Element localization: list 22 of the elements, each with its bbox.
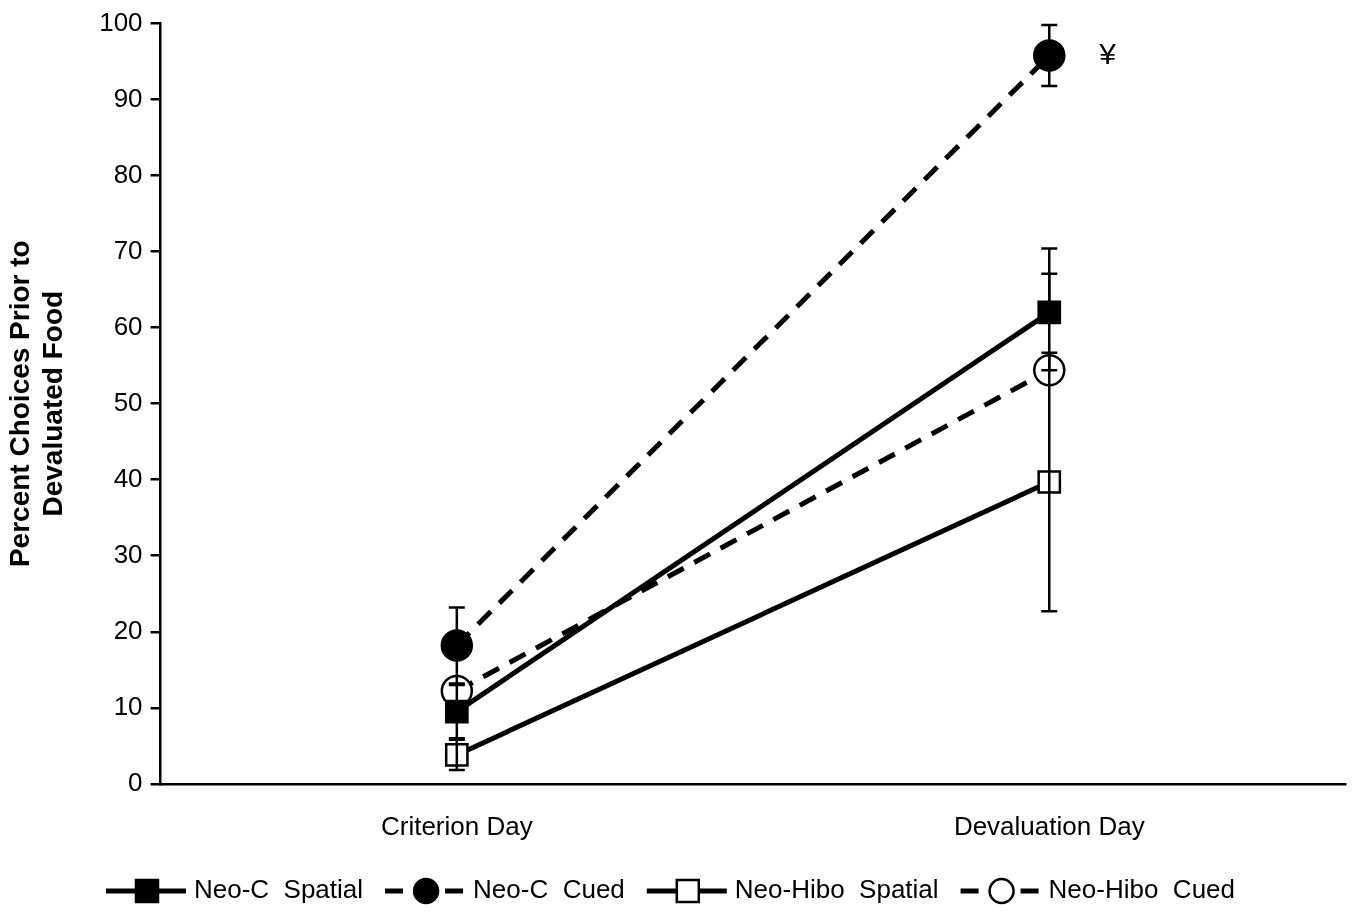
y-tick-label: 80 [113, 158, 143, 189]
y-tick-label: 100 [99, 6, 143, 37]
y-tick-label: 10 [113, 690, 143, 721]
legend-label: Neo-C Spatial [193, 874, 364, 905]
point [444, 699, 469, 724]
y-tick-label: 40 [113, 462, 143, 493]
legend-label: Neo-C Cued [473, 874, 625, 905]
y-tick-label: 30 [113, 538, 143, 569]
y-axis-title: Percent Choices Prior to Devaluated Food [3, 240, 69, 568]
y-tick-label: 60 [113, 310, 143, 341]
y-tick-label: 50 [113, 386, 143, 417]
y-tick-label: 90 [113, 82, 143, 113]
x-tick-label: Devaluation Day [953, 810, 1145, 841]
annotation: ¥ [1098, 36, 1117, 70]
y-tick-label: 20 [113, 614, 143, 645]
point [444, 743, 469, 767]
point [440, 629, 474, 662]
legend-label: Neo-Hibo Spatial [734, 874, 939, 905]
y-tick-label: 70 [113, 234, 143, 265]
legend-label: Neo-Hibo Cued [1048, 874, 1236, 905]
x-tick-label: Criterion Day [380, 810, 533, 841]
y-tick-label: 0 [128, 766, 143, 797]
